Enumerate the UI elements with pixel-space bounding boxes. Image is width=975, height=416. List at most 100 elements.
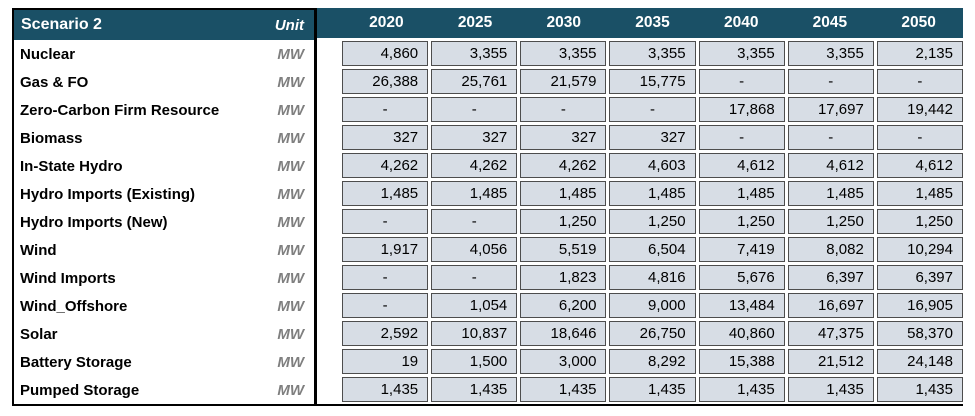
year-header-2040: 2040 <box>723 14 759 31</box>
value-cell-gas-fo-2045: - <box>787 69 874 94</box>
year-header-2020: 2020 <box>369 14 404 31</box>
value-cell-in-state-hydro-2025: 4,262 <box>431 153 518 178</box>
row-unit: MW <box>277 241 304 259</box>
year-header-2045: 2045 <box>812 14 848 31</box>
year-header-2030: 2030 <box>546 14 582 31</box>
row-unit: MW <box>277 297 304 315</box>
value-cell-zero-carbon-firm-resource-2050: 19,442 <box>876 97 963 122</box>
row-label-item: Biomass MW <box>14 124 314 152</box>
value-cell-pumped-storage-2050: 1,435 <box>876 377 963 402</box>
row-unit: MW <box>277 129 304 147</box>
value-cell-nuclear-2050: 2,135 <box>876 41 963 66</box>
value-cell-battery-storage-2040: 15,388 <box>698 349 785 374</box>
row-label: Wind <box>20 241 57 259</box>
value-cell-hydro-imports-existing--2030: 1,485 <box>520 181 607 206</box>
value-cell-in-state-hydro-2050: 4,612 <box>876 153 963 178</box>
value-cell-wind-imports-2020: - <box>342 265 429 290</box>
value-cell-in-state-hydro-2020: 4,262 <box>342 153 429 178</box>
row-label-item: Nuclear MW <box>14 40 314 68</box>
row-unit: MW <box>277 101 304 119</box>
value-cell-hydro-imports-new--2020: - <box>342 209 429 234</box>
row-label: In-State Hydro <box>20 157 123 175</box>
value-cell-wind-offshore-2030: 6,200 <box>520 293 607 318</box>
row-label-item: Wind Imports MW <box>14 264 314 292</box>
year-header-row: 2020 2025 2030 2035 2040 2045 2050 <box>342 8 963 38</box>
row-label-item: Pumped Storage MW <box>14 376 314 404</box>
value-cell-battery-storage-2045: 21,512 <box>787 349 874 374</box>
row-unit: MW <box>277 325 304 343</box>
value-cell-wind-imports-2035: 4,816 <box>609 265 696 290</box>
value-cell-wind-imports-2045: 6,397 <box>787 265 874 290</box>
value-cell-solar-2020: 2,592 <box>342 321 429 346</box>
value-cell-wind-offshore-2035: 9,000 <box>609 293 696 318</box>
value-cell-battery-storage-2035: 8,292 <box>609 349 696 374</box>
value-cell-gas-fo-2025: 25,761 <box>431 69 518 94</box>
row-unit: MW <box>277 269 304 287</box>
value-cell-wind-imports-2030: 1,823 <box>520 265 607 290</box>
value-cell-gas-fo-2030: 21,579 <box>520 69 607 94</box>
value-cell-in-state-hydro-2035: 4,603 <box>609 153 696 178</box>
value-cell-battery-storage-2020: 19 <box>342 349 429 374</box>
value-cell-wind-offshore-2040: 13,484 <box>698 293 785 318</box>
row-label-item: Wind MW <box>14 236 314 264</box>
row-unit: MW <box>277 185 304 203</box>
value-cell-solar-2045: 47,375 <box>787 321 874 346</box>
value-cell-nuclear-2030: 3,355 <box>520 41 607 66</box>
data-panel: 2020 2025 2030 2035 2040 2045 2050 4,860 3,355 3… <box>342 8 963 406</box>
value-cell-wind-imports-2040: 5,676 <box>698 265 785 290</box>
value-cell-solar-2030: 18,646 <box>520 321 607 346</box>
spacer-column <box>317 8 342 406</box>
value-cell-wind-2020: 1,917 <box>342 237 429 262</box>
value-cell-hydro-imports-new--2030: 1,250 <box>520 209 607 234</box>
value-cell-wind-2040: 7,419 <box>698 237 785 262</box>
value-cell-wind-offshore-2025: 1,054 <box>431 293 518 318</box>
value-cell-pumped-storage-2035: 1,435 <box>609 377 696 402</box>
scenario-title: Scenario 2 <box>21 16 102 33</box>
value-cell-wind-2025: 4,056 <box>431 237 518 262</box>
row-label-item: In-State Hydro MW <box>14 152 314 180</box>
value-cell-hydro-imports-new--2045: 1,250 <box>787 209 874 234</box>
value-cell-hydro-imports-existing--2020: 1,485 <box>342 181 429 206</box>
value-grid: 4,860 3,355 3,355 3,355 3,355 3,355 2,135 26,38… <box>342 38 963 404</box>
value-cell-nuclear-2040: 3,355 <box>698 41 785 66</box>
value-cell-zero-carbon-firm-resource-2035: - <box>609 97 696 122</box>
value-cell-wind-2030: 5,519 <box>520 237 607 262</box>
value-cell-pumped-storage-2045: 1,435 <box>787 377 874 402</box>
value-cell-wind-offshore-2020: - <box>342 293 429 318</box>
value-cell-zero-carbon-firm-resource-2040: 17,868 <box>698 97 785 122</box>
value-cell-in-state-hydro-2030: 4,262 <box>520 153 607 178</box>
value-cell-hydro-imports-new--2025: - <box>431 209 518 234</box>
table-header-left: Scenario 2 Unit <box>14 10 314 40</box>
value-cell-biomass-2040: - <box>698 125 785 150</box>
value-cell-biomass-2045: - <box>787 125 874 150</box>
value-cell-in-state-hydro-2045: 4,612 <box>787 153 874 178</box>
value-cell-hydro-imports-existing--2045: 1,485 <box>787 181 874 206</box>
value-cell-gas-fo-2050: - <box>876 69 963 94</box>
value-cell-in-state-hydro-2040: 4,612 <box>698 153 785 178</box>
row-label-item: Zero-Carbon Firm Resource MW <box>14 96 314 124</box>
row-label: Hydro Imports (New) <box>20 213 168 231</box>
value-cell-solar-2035: 26,750 <box>609 321 696 346</box>
value-cell-wind-2050: 10,294 <box>876 237 963 262</box>
value-cell-pumped-storage-2040: 1,435 <box>698 377 785 402</box>
row-label-list: Nuclear MW Gas & FO MW Zero-Carbon Firm Reso… <box>14 40 314 404</box>
value-cell-battery-storage-2030: 3,000 <box>520 349 607 374</box>
value-cell-nuclear-2035: 3,355 <box>609 41 696 66</box>
value-cell-wind-imports-2050: 6,397 <box>876 265 963 290</box>
row-label-item: Gas & FO MW <box>14 68 314 96</box>
value-cell-wind-2045: 8,082 <box>787 237 874 262</box>
value-cell-zero-carbon-firm-resource-2030: - <box>520 97 607 122</box>
row-label: Biomass <box>20 129 83 147</box>
row-label: Hydro Imports (Existing) <box>20 185 196 203</box>
value-cell-wind-2035: 6,504 <box>609 237 696 262</box>
value-cell-hydro-imports-existing--2035: 1,485 <box>609 181 696 206</box>
row-label-item: Wind_Offshore MW <box>14 292 314 320</box>
value-cell-zero-carbon-firm-resource-2025: - <box>431 97 518 122</box>
value-cell-nuclear-2020: 4,860 <box>342 41 429 66</box>
value-cell-solar-2050: 58,370 <box>876 321 963 346</box>
row-unit: MW <box>277 45 304 63</box>
value-cell-nuclear-2025: 3,355 <box>431 41 518 66</box>
value-cell-battery-storage-2025: 1,500 <box>431 349 518 374</box>
row-label-item: Hydro Imports (Existing) MW <box>14 180 314 208</box>
year-header-2050: 2050 <box>901 14 936 31</box>
